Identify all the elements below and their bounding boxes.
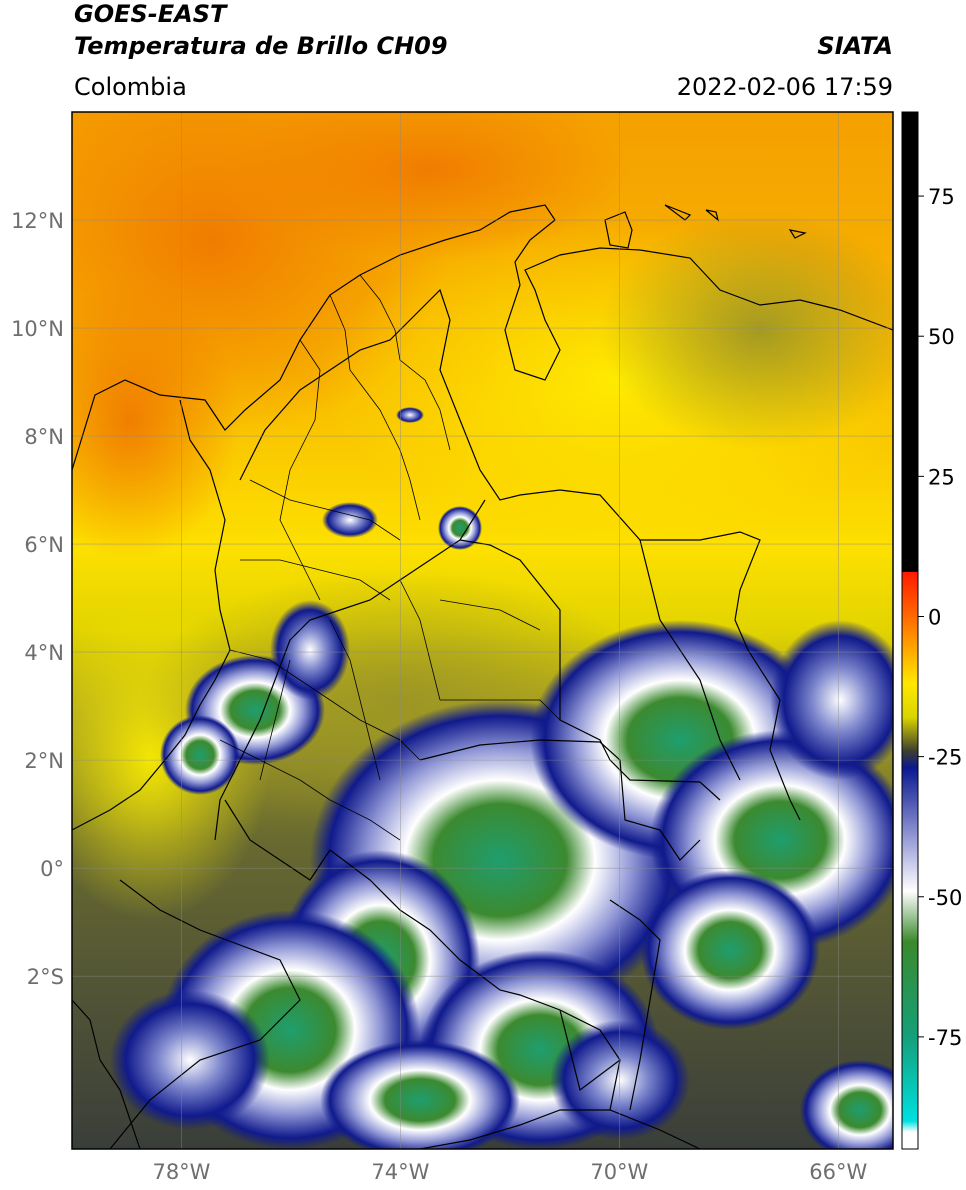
lat-tick-label: 2°S [27, 965, 64, 989]
country-boundaries [72, 204, 893, 1149]
colorbar-tick-label: 25 [928, 465, 955, 489]
lat-lon-grid [72, 112, 893, 1149]
title-satellite: GOES-EAST [74, 0, 228, 28]
lon-tick-label: 78°W [152, 1160, 210, 1184]
lat-tick-label: 4°N [24, 641, 64, 665]
lat-tick-label: 6°N [24, 533, 64, 557]
lon-tick-label: 70°W [590, 1160, 648, 1184]
colorbar-tick-label: -25 [928, 746, 962, 770]
lon-tick-label: 66°W [809, 1160, 867, 1184]
colorbar-tick-label: 0 [928, 605, 941, 629]
longitude-axis: 78°W 74°W 70°W 66°W [152, 1160, 867, 1184]
colorbar-ticks: 75 50 25 0 -25 -50 -75 [918, 185, 962, 1050]
lat-tick-label: 0° [40, 857, 64, 881]
agency-label: SIATA [817, 32, 893, 60]
lat-tick-label: 8°N [24, 425, 64, 449]
map-frame [71, 111, 894, 1150]
latitude-axis: 12°N 10°N 8°N 6°N 4°N 2°N 0° 2°S [11, 209, 64, 989]
lon-tick-label: 74°W [371, 1160, 429, 1184]
colorbar-tick-label: 75 [928, 185, 955, 209]
colorbar-tick-label: -50 [928, 886, 962, 910]
timestamp-label: 2022-02-06 17:59 [677, 73, 893, 101]
colorbar-tick-label: -75 [928, 1026, 962, 1050]
brightness-temperature-field [72, 112, 893, 1149]
region-label: Colombia [74, 73, 187, 101]
lat-tick-label: 10°N [11, 317, 64, 341]
lat-tick-label: 2°N [24, 749, 64, 773]
colorbar [901, 111, 919, 1150]
colorbar-tick-label: 50 [928, 325, 955, 349]
lat-tick-label: 12°N [11, 209, 64, 233]
title-product: Temperatura de Brillo CH09 [74, 32, 448, 60]
